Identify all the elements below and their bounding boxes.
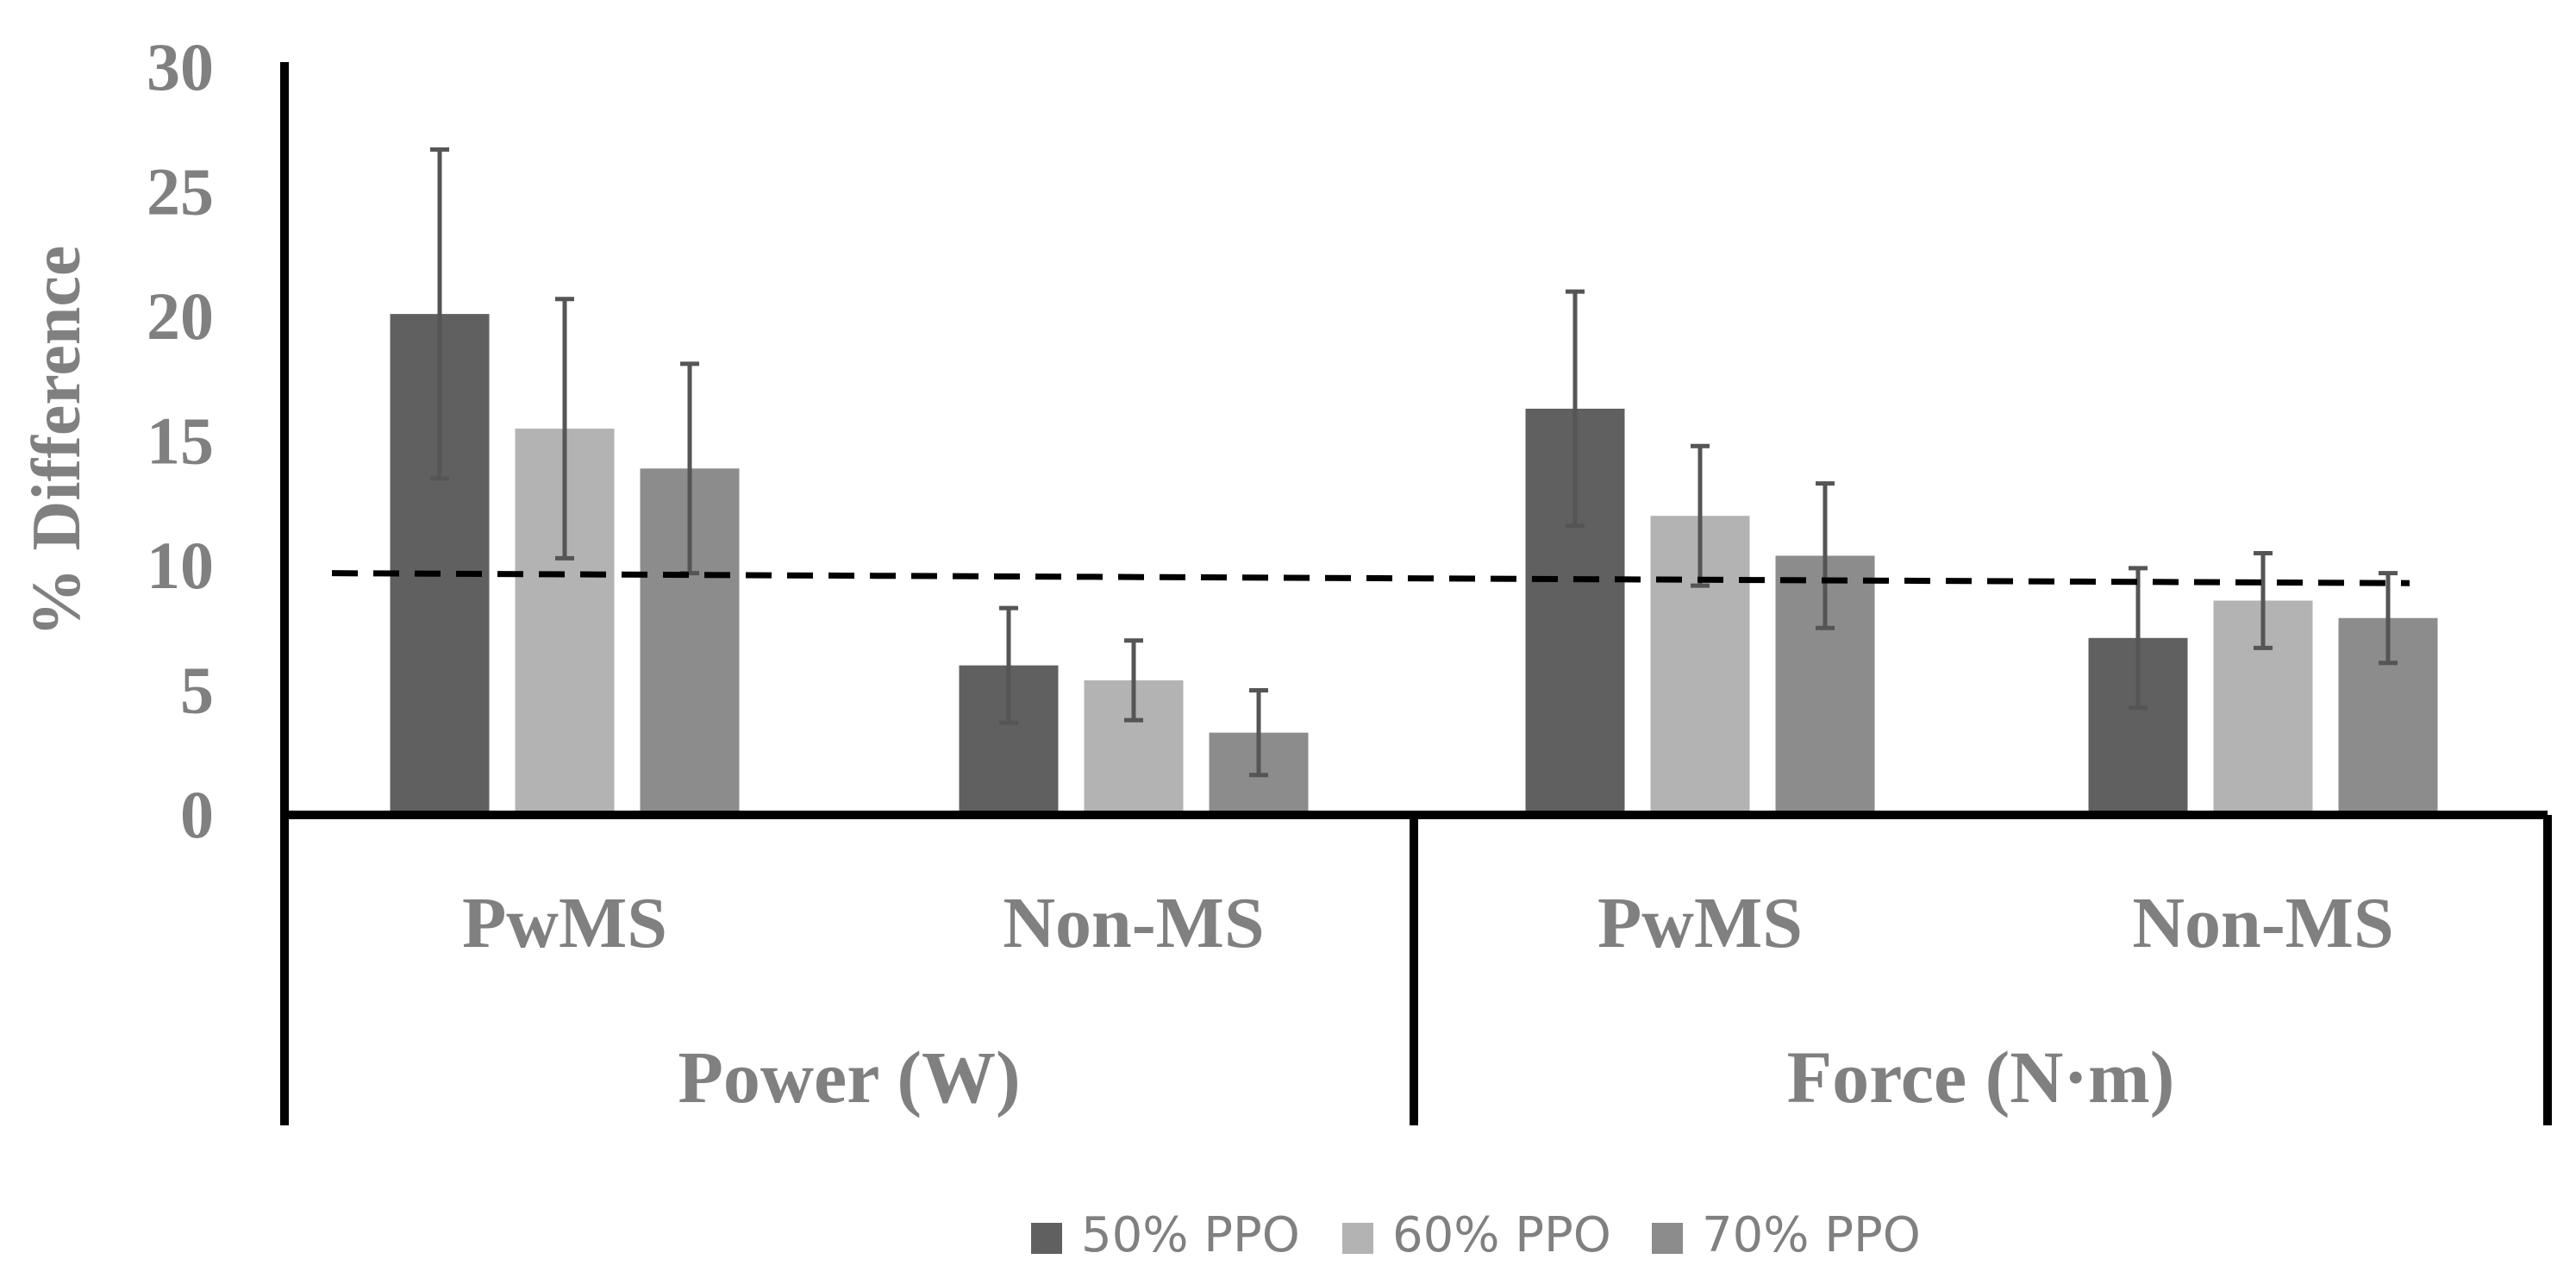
legend-label: 50% PPO: [1081, 1207, 1300, 1263]
axes: [280, 62, 2552, 1125]
group-labels: Power (W) Force (N·m): [678, 1036, 2174, 1118]
y-tick-label: 25: [147, 154, 214, 229]
y-tick-label: 5: [180, 653, 214, 728]
y-tick-label: 20: [147, 279, 214, 354]
y-tick-label: 15: [147, 404, 214, 479]
legend: 50% PPO 60% PPO 70% PPO: [1031, 1207, 1921, 1263]
category-label: Non-MS: [2132, 883, 2393, 963]
y-axis-ticks: 0 5 10 15 20 25 30: [147, 29, 214, 852]
y-tick-label: 0: [180, 777, 214, 852]
group-label: Power (W): [678, 1036, 1020, 1118]
y-tick-label: 10: [147, 528, 214, 603]
legend-label: 60% PPO: [1392, 1207, 1611, 1263]
legend-swatch: [1342, 1223, 1373, 1254]
bars: [390, 314, 2438, 815]
y-tick-label: 30: [147, 29, 214, 104]
category-label: PwMS: [1597, 883, 1803, 963]
category-label: Non-MS: [1003, 883, 1264, 963]
legend-label: 70% PPO: [1702, 1207, 1921, 1263]
category-labels: PwMS Non-MS PwMS Non-MS: [462, 883, 2394, 963]
group-label: Force (N·m): [1787, 1036, 2175, 1118]
error-bars: [430, 147, 2398, 778]
reference-line: [331, 570, 2410, 586]
y-axis-label: % Difference: [19, 246, 95, 637]
legend-swatch: [1652, 1223, 1683, 1254]
legend-swatch: [1031, 1223, 1062, 1254]
category-label: PwMS: [462, 883, 667, 963]
